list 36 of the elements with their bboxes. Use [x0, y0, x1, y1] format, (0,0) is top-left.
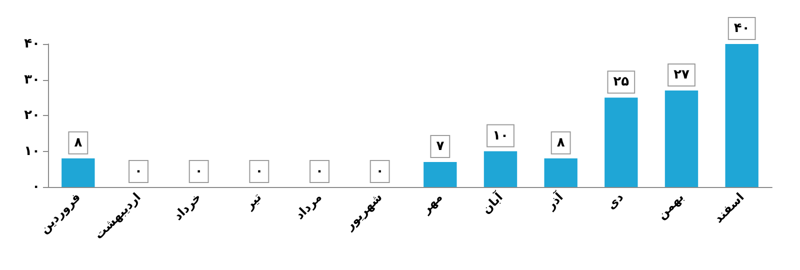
data-label: ۰	[194, 164, 203, 179]
x-tick-label: اسفند	[711, 190, 747, 226]
x-tick-label: بهمن	[654, 190, 686, 222]
y-tick-label: ۰	[32, 180, 40, 194]
x-tick-label: دی	[604, 190, 626, 212]
bar	[664, 90, 698, 187]
y-tick-label: ۴۰	[24, 36, 40, 52]
x-tick-label: فروردین	[37, 190, 84, 236]
bar	[424, 162, 457, 187]
data-label: ۰	[134, 164, 142, 179]
y-tick-label: ۱۰	[24, 144, 40, 159]
x-tick-label: اردیبهشت	[92, 190, 144, 242]
bar	[62, 158, 95, 187]
bar	[604, 98, 638, 187]
data-label: ۰	[376, 164, 384, 179]
y-tick-label: ۳۰	[24, 72, 40, 88]
x-tick-label: تیر	[242, 190, 264, 213]
bar	[725, 44, 758, 187]
data-label: ۰	[255, 164, 264, 179]
data-label: ۷	[436, 138, 444, 154]
x-tick-label: خرداد	[170, 190, 204, 223]
x-tick-label: آبان	[478, 188, 506, 216]
data-label: ۰	[316, 164, 324, 179]
bar	[544, 158, 578, 187]
data-label: ۸	[74, 135, 82, 150]
y-tick-label: ۲۰	[24, 108, 40, 123]
bar	[484, 151, 518, 187]
data-label: ۲۵	[613, 74, 630, 90]
data-label: ۸	[556, 135, 565, 150]
data-label: ۲۷	[674, 67, 690, 82]
x-tick-label: آذر	[542, 188, 566, 213]
x-tick-label: مهر	[418, 190, 446, 217]
data-label: ۱۰	[492, 128, 508, 144]
x-tick-label: شهریور	[342, 190, 385, 234]
data-label: ۴۰	[734, 21, 750, 36]
x-tick-label: مرداد	[292, 190, 324, 222]
